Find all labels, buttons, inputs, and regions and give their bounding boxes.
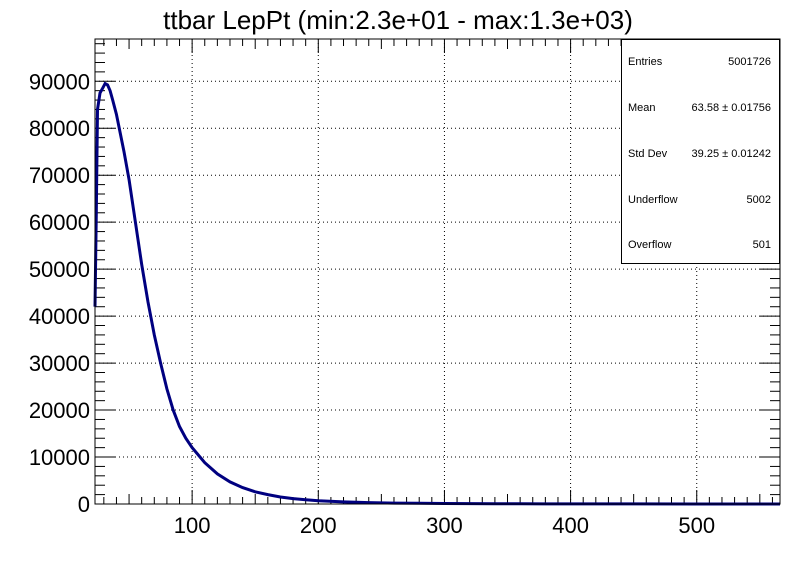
x-tick-label: 100	[174, 513, 211, 538]
y-tick-label: 50000	[29, 257, 90, 282]
stats-row-underflow: Underflow 5002	[628, 194, 771, 210]
stats-row-mean: Mean 63.58 ± 0.01756	[628, 102, 771, 118]
y-tick-label: 70000	[29, 163, 90, 188]
stats-row-entries: Entries 5001726	[628, 56, 771, 72]
stats-value: 63.58 ± 0.01756	[691, 102, 771, 114]
x-tick-label: 500	[678, 513, 715, 538]
grid-lines	[95, 39, 780, 504]
y-tick-label: 40000	[29, 304, 90, 329]
y-tick-label: 10000	[29, 445, 90, 470]
y-tick-label: 20000	[29, 398, 90, 423]
y-tick-label: 0	[78, 492, 90, 517]
x-tick-label: 200	[300, 513, 337, 538]
stats-key: Entries	[628, 56, 663, 68]
stats-value: 501	[752, 239, 771, 251]
stats-key: Overflow	[628, 239, 672, 251]
stats-box: Entries 5001726 Mean 63.58 ± 0.01756 Std Dev…	[621, 39, 780, 264]
stats-key: Underflow	[628, 194, 678, 206]
plot-frame	[94, 38, 781, 505]
stats-value: 5001726	[728, 56, 771, 68]
stats-value: 39.25 ± 0.01242	[691, 148, 771, 160]
y-tick-label: 90000	[29, 69, 90, 94]
stats-row-overflow: Overflow 501	[628, 239, 771, 255]
y-tick-label: 60000	[29, 210, 90, 235]
y-tick-label: 30000	[29, 351, 90, 376]
x-tick-label: 400	[552, 513, 589, 538]
stats-row-std-dev: Std Dev 39.25 ± 0.01242	[628, 148, 771, 164]
y-tick-label: 80000	[29, 116, 90, 141]
chart-title: ttbar LepPt (min:2.3e+01 - max:1.3e+03)	[163, 5, 633, 35]
stats-key: Mean	[628, 102, 656, 114]
stats-value: 5002	[746, 194, 771, 206]
tick-labels: 100 200 300 400 500 0 10000 20000 30000 40000 5000…	[29, 69, 715, 538]
stats-key: Std Dev	[628, 148, 668, 160]
x-tick-label: 300	[426, 513, 463, 538]
